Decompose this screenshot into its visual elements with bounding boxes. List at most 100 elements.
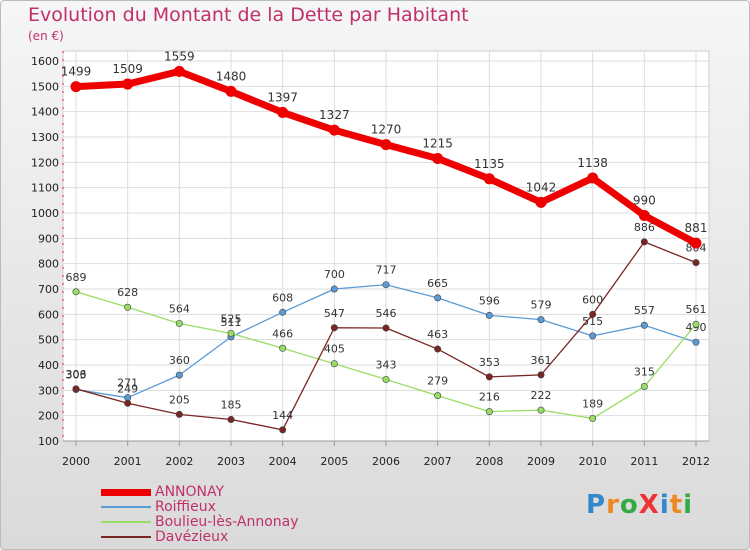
data-label: 1215 [422, 137, 453, 151]
data-label: 1135 [474, 157, 505, 171]
x-tick-label: 2011 [630, 455, 658, 468]
data-point [124, 303, 132, 311]
data-label: 249 [117, 382, 138, 395]
data-point [122, 78, 134, 90]
data-label: 525 [221, 312, 242, 325]
data-point [124, 399, 132, 407]
data-label: 222 [531, 389, 552, 402]
data-label: 608 [272, 291, 293, 304]
y-tick-label: 500 [38, 334, 59, 347]
legend-swatch [101, 521, 151, 523]
data-label: 216 [479, 391, 500, 404]
x-tick-label: 2008 [475, 455, 503, 468]
data-point [279, 426, 287, 434]
logo-letter: t [669, 490, 684, 520]
data-label: 600 [582, 293, 603, 306]
data-point [640, 383, 648, 391]
data-point [328, 124, 340, 136]
x-tick-label: 2010 [579, 455, 607, 468]
series-1: 303271360511608700717665596579515557490 [66, 264, 707, 402]
legend-swatch [101, 506, 151, 508]
data-point [173, 65, 185, 77]
x-tick-label: 2000 [62, 455, 90, 468]
data-label: 596 [479, 294, 500, 307]
x-tick-label: 2012 [682, 455, 710, 468]
data-label: 279 [427, 375, 448, 388]
y-tick-label: 1200 [31, 156, 59, 169]
legend-swatch [101, 489, 151, 496]
data-label: 343 [376, 358, 397, 371]
y-tick-label: 300 [38, 384, 59, 397]
brand-logo: ProXiti [586, 490, 693, 520]
data-label: 360 [169, 354, 190, 367]
data-point [72, 288, 80, 296]
data-label: 1499 [61, 65, 92, 79]
data-point [175, 410, 183, 418]
data-point [434, 294, 442, 302]
data-point [175, 371, 183, 379]
y-tick-label: 1500 [31, 80, 59, 93]
data-point [434, 392, 442, 400]
data-point [589, 414, 597, 422]
data-label: 353 [479, 356, 500, 369]
data-point [382, 324, 390, 332]
data-point [432, 153, 444, 165]
data-label: 886 [634, 221, 655, 234]
data-point [692, 338, 700, 346]
data-point [537, 406, 545, 414]
data-label: 689 [66, 271, 87, 284]
y-tick-label: 1000 [31, 207, 59, 220]
series-2: 689 628 564 525 466 405 343 279 216 222 189 315 561 [66, 271, 707, 422]
data-point [589, 332, 597, 340]
legend-label: ANNONAY [155, 484, 225, 500]
data-point [380, 139, 392, 151]
chart-title: Evolution du Montant de la Dette par Hab… [28, 4, 469, 26]
y-tick-label: 200 [38, 410, 59, 423]
logo-letter: r [606, 490, 620, 520]
y-tick-label: 1100 [31, 182, 59, 195]
data-label: 271 [117, 377, 138, 390]
series-3: 306249205185144547546463353361600886804 [66, 221, 707, 434]
data-label: 628 [117, 286, 138, 299]
data-label: 511 [221, 316, 242, 329]
data-point [330, 324, 338, 332]
data-point [382, 375, 390, 383]
series-0: 1499 1509 1559 1480 1397 1327 1270 1215 1135 1042… [61, 49, 708, 249]
data-label: 185 [221, 398, 242, 411]
legend-swatch [101, 536, 151, 538]
x-tick-label: 2001 [114, 455, 142, 468]
chart-subtitle: (en €) [28, 29, 64, 43]
data-point [70, 81, 82, 93]
data-point [485, 373, 493, 381]
y-tick-label: 400 [38, 359, 59, 372]
data-label: 717 [376, 264, 397, 277]
data-label: 665 [427, 277, 448, 290]
data-point [589, 310, 597, 318]
data-label: 1397 [267, 90, 298, 104]
data-label: 547 [324, 307, 345, 320]
data-point [382, 281, 390, 289]
legend-label: Roiffieux [155, 499, 216, 515]
data-point [279, 308, 287, 316]
data-point [587, 172, 599, 184]
data-label: 189 [582, 397, 603, 410]
y-tick-label: 1300 [31, 131, 59, 144]
data-point [640, 321, 648, 329]
x-tick-label: 2002 [165, 455, 193, 468]
data-label: 205 [169, 393, 190, 406]
x-tick-label: 2007 [424, 455, 452, 468]
legend-label: Davézieux [155, 529, 229, 545]
data-label: 1138 [577, 156, 608, 170]
data-label: 579 [531, 299, 552, 312]
x-tick-label: 2009 [527, 455, 555, 468]
data-point [692, 320, 700, 328]
data-label: 561 [686, 303, 707, 316]
data-label: 881 [685, 221, 708, 235]
logo-letter: P [586, 490, 607, 520]
data-point [434, 345, 442, 353]
y-tick-label: 700 [38, 283, 59, 296]
data-point [330, 360, 338, 368]
data-label: 466 [272, 327, 293, 340]
data-point [638, 210, 650, 222]
